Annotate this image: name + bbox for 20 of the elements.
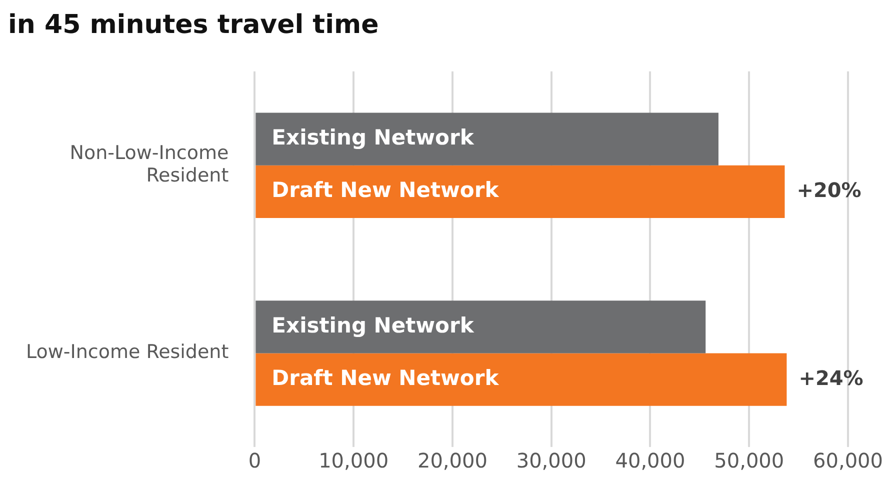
series-label: Draft New Network: [272, 366, 500, 390]
x-tick-label: 10,000: [318, 448, 389, 472]
x-tick-label: 40,000: [615, 448, 686, 472]
series-label: Existing Network: [272, 313, 475, 338]
x-tick-label: 20,000: [417, 448, 488, 472]
x-tick-label: 60,000: [813, 448, 883, 472]
annotation: +20%: [796, 178, 862, 202]
bar: [256, 300, 706, 354]
annotation: +24%: [798, 366, 864, 390]
text: Existing Network: [272, 125, 474, 150]
x-tick-label: 30,000: [516, 448, 586, 472]
chart-title: in 45 minutes travel time: [8, 9, 380, 42]
text: Draft New Network: [272, 178, 499, 202]
bar: [256, 165, 785, 218]
x-tick-label: 0: [248, 448, 262, 472]
x-tick-label: 50,000: [714, 448, 784, 472]
y-tick-label: Low-Income Resident: [26, 341, 229, 364]
y-tick-label: Non-Low-Income Resident: [70, 142, 229, 187]
bar: [256, 112, 718, 166]
bar: [256, 353, 787, 406]
